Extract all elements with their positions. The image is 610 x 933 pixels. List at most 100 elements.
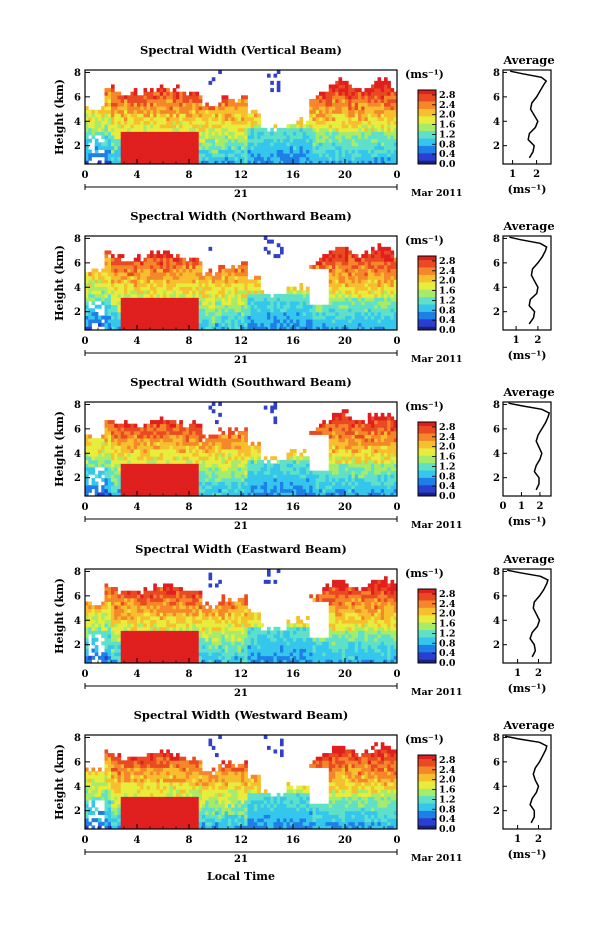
heatmap-cell: [127, 269, 131, 273]
heatmap-cell: [322, 153, 326, 157]
heatmap-cell: [186, 146, 190, 150]
heatmap-cell: [144, 99, 148, 103]
heatmap-cell: [186, 150, 190, 154]
heatmap-cell: [105, 95, 109, 99]
heatmap-cell: [111, 420, 115, 424]
heatmap-cell: [381, 95, 385, 99]
heatmap-cell: [108, 301, 112, 305]
heatmap-cell: [98, 113, 102, 117]
heatmap-cell: [371, 250, 375, 254]
heatmap-cell: [202, 445, 206, 449]
heatmap-cell: [196, 323, 200, 327]
heatmap-cell: [108, 482, 112, 486]
heatmap-cell: [339, 283, 343, 287]
heatmap-cell: [196, 265, 200, 269]
heatmap-cell: [296, 316, 300, 320]
heatmap-cell: [391, 92, 395, 96]
heatmap-cell: [157, 482, 161, 486]
heatmap-cell: [270, 463, 274, 467]
heatmap-cell: [108, 445, 112, 449]
heatmap-cell: [316, 308, 320, 312]
heatmap-cell: [228, 103, 232, 107]
heatmap-cell: [127, 113, 131, 117]
heatmap-cell: [144, 463, 148, 467]
heatmap-cell: [92, 113, 96, 117]
heatmap-cell: [163, 92, 167, 96]
heatmap-cell: [111, 279, 115, 283]
heatmap-cell: [98, 276, 102, 280]
heatmap-cell: [179, 463, 183, 467]
heatmap-cell: [257, 153, 261, 157]
heatmap-cell: [218, 142, 222, 146]
heatmap-cell: [381, 88, 385, 92]
heatmap-cell: [306, 308, 310, 312]
heatmap-cell: [387, 153, 391, 157]
heatmap-cell: [88, 312, 92, 316]
heatmap-cell: [290, 153, 294, 157]
heatmap-cell: [231, 153, 235, 157]
heatmap-cell: [322, 485, 326, 489]
heatmap-cell: [280, 250, 284, 254]
heatmap-cell: [222, 113, 226, 117]
heatmap-cell: [345, 106, 349, 110]
heatmap-cell: [355, 142, 359, 146]
heatmap-cell: [111, 460, 115, 464]
heatmap-cell: [153, 489, 157, 493]
heatmap-cell: [384, 305, 388, 309]
heatmap-cell: [186, 124, 190, 128]
heatmap-cell: [238, 279, 242, 283]
heatmap-cell: [118, 150, 122, 154]
colorbar-tick-label: 1.6: [439, 286, 456, 297]
heatmap-cell: [267, 316, 271, 320]
heatmap-cell: [277, 297, 281, 301]
heatmap-cell: [335, 153, 339, 157]
heatmap-cell: [251, 460, 255, 464]
heatmap-cell: [186, 438, 190, 442]
heatmap-cell: [131, 305, 135, 309]
heatmap-cell: [166, 157, 170, 161]
heatmap-cell: [280, 128, 284, 132]
colorbar-tick-label: 0.8: [439, 305, 456, 316]
heatmap-cell: [153, 110, 157, 114]
heatmap-cell: [244, 110, 248, 114]
heatmap-cell: [163, 113, 167, 117]
heatmap-cell: [335, 269, 339, 273]
heatmap-cell: [196, 482, 200, 486]
x-tick-label: 0: [394, 336, 401, 347]
heatmap-cell: [118, 157, 122, 161]
heatmap-cell: [192, 258, 196, 262]
heatmap-cell: [108, 308, 112, 312]
heatmap-cell: [326, 92, 330, 96]
heatmap-cell: [199, 482, 203, 486]
heatmap-cell: [173, 261, 177, 265]
heatmap-cell: [153, 316, 157, 320]
heatmap-cell: [228, 99, 232, 103]
heatmap-cell: [209, 117, 213, 121]
heatmap-cell: [111, 113, 115, 117]
heatmap-cell: [189, 142, 193, 146]
heatmap-cell: [355, 106, 359, 110]
heatmap-cell: [251, 478, 255, 482]
heatmap-cell: [228, 442, 232, 446]
heatmap-cell: [384, 297, 388, 301]
heatmap-cell: [98, 471, 102, 475]
heatmap-cell: [140, 269, 144, 273]
heatmap-cell: [176, 276, 180, 280]
heatmap-cell: [287, 482, 291, 486]
heatmap-cell: [222, 485, 226, 489]
heatmap-cell: [332, 110, 336, 114]
heatmap-cell: [348, 84, 352, 88]
heatmap-cell: [108, 139, 112, 143]
heatmap-cell: [361, 110, 365, 114]
heatmap-cell: [173, 258, 177, 262]
heatmap-cell: [365, 103, 369, 107]
heatmap-cell: [296, 142, 300, 146]
heatmap-cell: [205, 312, 209, 316]
heatmap-cell: [381, 323, 385, 327]
heatmap-cell: [144, 106, 148, 110]
heatmap-cell: [163, 316, 167, 320]
heatmap-cell: [118, 471, 122, 475]
heatmap-cell: [170, 424, 174, 428]
heatmap-cell: [192, 323, 196, 327]
heatmap-cell: [163, 250, 167, 254]
